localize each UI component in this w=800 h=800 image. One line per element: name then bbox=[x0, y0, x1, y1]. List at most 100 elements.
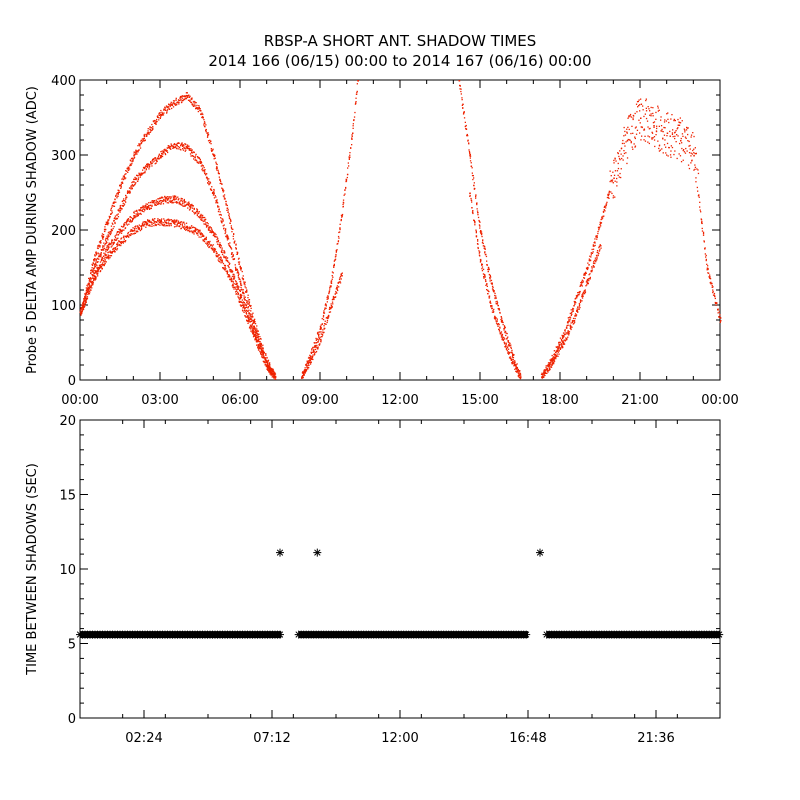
data-point bbox=[694, 153, 696, 155]
data-point bbox=[167, 108, 169, 111]
data-point bbox=[200, 232, 202, 234]
data-point bbox=[260, 338, 262, 340]
data-point bbox=[100, 266, 102, 268]
data-point bbox=[231, 231, 233, 233]
data-point bbox=[265, 359, 267, 362]
data-point bbox=[551, 360, 553, 362]
data-point bbox=[206, 243, 208, 245]
data-point bbox=[588, 264, 590, 266]
data-point bbox=[223, 194, 226, 196]
data-point bbox=[96, 267, 98, 269]
data-point bbox=[461, 97, 463, 99]
data-point bbox=[220, 245, 222, 247]
data-point bbox=[254, 321, 256, 323]
data-point bbox=[158, 223, 160, 226]
data-point bbox=[244, 315, 246, 317]
data-point bbox=[112, 205, 115, 207]
data-point bbox=[507, 348, 510, 350]
data-point bbox=[133, 211, 135, 213]
data-point bbox=[711, 284, 713, 287]
data-point bbox=[204, 171, 206, 173]
data-point bbox=[561, 341, 564, 343]
data-point-anchor bbox=[160, 155, 162, 157]
data-point bbox=[711, 286, 713, 288]
data-point bbox=[599, 223, 601, 226]
data-point bbox=[221, 218, 223, 220]
data-point-anchor bbox=[240, 282, 242, 284]
data-point bbox=[668, 147, 670, 149]
data-point bbox=[237, 271, 239, 273]
data-point bbox=[597, 251, 599, 254]
data-point bbox=[232, 283, 234, 285]
data-point bbox=[160, 219, 162, 221]
data-point bbox=[191, 210, 194, 212]
data-point bbox=[550, 365, 552, 367]
data-point bbox=[170, 196, 172, 198]
top-y-tick-label: 0 bbox=[68, 374, 76, 389]
data-point bbox=[225, 204, 227, 206]
data-point bbox=[134, 154, 136, 156]
data-point bbox=[555, 351, 557, 354]
data-point bbox=[310, 352, 313, 354]
data-point bbox=[211, 230, 213, 233]
data-point-anchor bbox=[213, 192, 215, 194]
data-point bbox=[164, 225, 166, 227]
data-point bbox=[507, 352, 509, 354]
data-point bbox=[708, 272, 710, 274]
data-point bbox=[202, 234, 204, 236]
data-point bbox=[169, 108, 171, 110]
data-point bbox=[247, 322, 249, 324]
data-point bbox=[702, 231, 705, 233]
data-point bbox=[149, 224, 151, 226]
data-point bbox=[656, 125, 658, 127]
data-point bbox=[674, 119, 676, 122]
data-point bbox=[142, 224, 144, 226]
data-point bbox=[137, 226, 140, 228]
data-point bbox=[148, 166, 151, 168]
data-point bbox=[84, 304, 86, 306]
data-point bbox=[195, 227, 197, 229]
data-point bbox=[168, 146, 170, 148]
data-point bbox=[127, 190, 129, 192]
data-point bbox=[257, 343, 259, 346]
data-point bbox=[578, 308, 580, 310]
data-point bbox=[570, 328, 572, 331]
data-point bbox=[499, 333, 501, 335]
data-point bbox=[559, 337, 562, 339]
data-point bbox=[141, 138, 144, 140]
data-point bbox=[189, 99, 191, 101]
data-point bbox=[324, 307, 326, 309]
data-point bbox=[681, 120, 683, 122]
data-point-anchor bbox=[186, 203, 189, 206]
data-point bbox=[246, 310, 248, 312]
data-point bbox=[485, 284, 487, 286]
data-point bbox=[332, 276, 334, 278]
data-point bbox=[270, 372, 272, 374]
data-point bbox=[518, 374, 520, 376]
data-point bbox=[189, 227, 191, 230]
data-point bbox=[107, 251, 109, 254]
data-point bbox=[568, 317, 570, 319]
data-point bbox=[169, 104, 171, 106]
data-point bbox=[113, 219, 115, 222]
data-point-anchor bbox=[240, 293, 242, 296]
data-point bbox=[158, 112, 160, 114]
data-point bbox=[510, 351, 512, 353]
data-point bbox=[117, 243, 119, 246]
data-point bbox=[560, 338, 563, 341]
data-point bbox=[707, 265, 709, 267]
data-point bbox=[339, 275, 342, 278]
data-point bbox=[470, 199, 472, 201]
data-point bbox=[241, 304, 244, 306]
data-point bbox=[315, 342, 317, 344]
data-point bbox=[493, 311, 495, 313]
data-point bbox=[111, 204, 113, 207]
data-point bbox=[122, 199, 124, 202]
data-point bbox=[185, 98, 188, 100]
data-point bbox=[497, 325, 499, 327]
data-point bbox=[134, 183, 136, 185]
data-point bbox=[140, 174, 142, 176]
data-point bbox=[189, 153, 192, 155]
bottom-x-tick-label: 12:00 bbox=[381, 731, 418, 746]
data-point bbox=[131, 220, 133, 223]
